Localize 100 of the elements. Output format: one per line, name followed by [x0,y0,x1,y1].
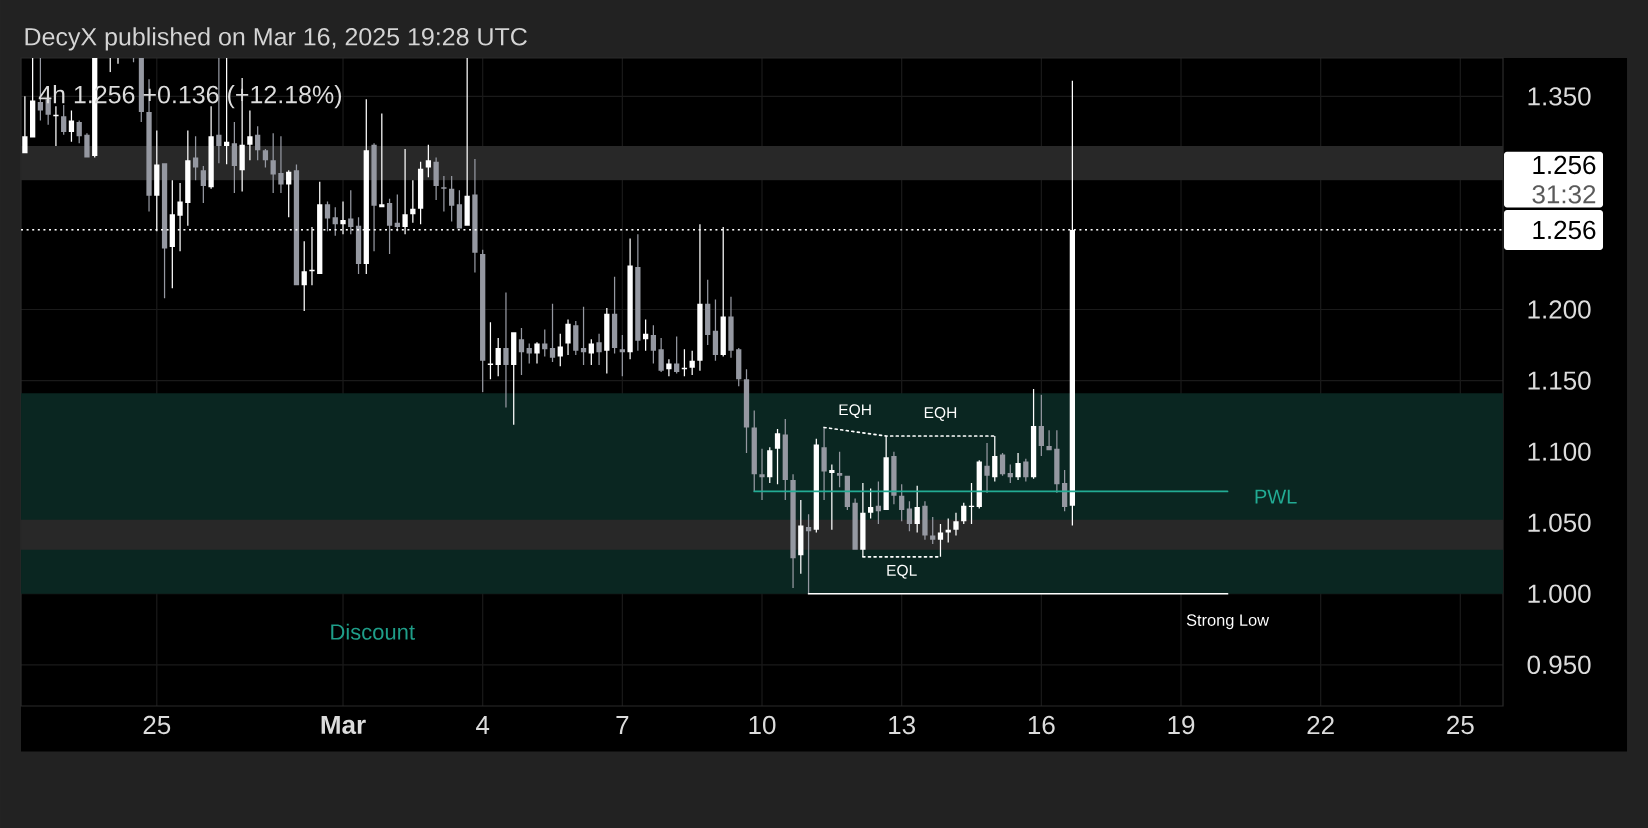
x-tick-label: 16 [1028,715,1055,735]
ref-line-label: 1.256 [1533,220,1596,240]
candlestick [526,343,532,364]
candlestick [743,369,750,454]
candlestick [433,157,439,201]
candlestick [650,325,657,364]
candlestick [84,133,90,158]
candlestick [456,190,463,229]
text: 1.256 [1533,155,1596,175]
candlestick [1023,458,1029,482]
candlestick [30,58,36,138]
candlestick [503,292,509,408]
candlestick [293,164,300,286]
x-tick-label: Mar [321,715,366,735]
candlestick [115,58,121,64]
series-label: EQH [839,404,871,419]
candlestick [324,201,331,232]
candlestick [821,427,827,500]
x-tick-label: 4 [476,716,490,734]
y-tick-label: 1.150 [1528,371,1591,390]
candlestick [813,438,819,533]
x-tick-label: 25 [143,715,171,735]
candlestick [200,165,206,203]
y-tick-label: 1.200 [1528,300,1591,319]
candlestick [961,502,967,525]
candlestick [518,328,525,375]
x-tick-label: 22 [1307,715,1334,735]
y-tick-label: 1.000 [1528,584,1591,603]
candlestick [751,410,757,492]
series-label: Strong Low [1186,614,1270,630]
candlestick [759,448,765,500]
candlestick [906,501,913,532]
candlestick [76,120,82,144]
candlestick [480,249,486,392]
text: 31:32 [1532,185,1596,204]
candlestick [976,460,982,509]
candlestick [270,133,276,193]
y-tick-label: 1.050 [1528,513,1591,532]
candlestick [627,238,633,360]
candlestick [712,299,719,361]
candlestick [914,485,920,533]
y-tick-label: 1.350 [1528,87,1591,106]
candlestick [22,96,28,154]
candlestick [1046,430,1052,451]
candlestick [999,453,1006,476]
candlestick [782,418,788,500]
candlestick [247,110,253,161]
candlestick [945,518,951,543]
candlestick [208,106,214,189]
candlestick [798,499,804,574]
y-tick-label: 1.100 [1528,442,1591,461]
candlestick [1038,394,1044,456]
x-tick-label: 7 [616,716,629,734]
x-tick-label: 25 [1447,715,1474,735]
candlestick [666,359,672,377]
candlestick [61,104,67,135]
candlestick [161,163,168,299]
candlestick [588,339,594,365]
candlestick [844,475,850,510]
candlestick [635,234,641,351]
candlestick [262,148,269,168]
candlestick [371,143,377,252]
candlestick [604,308,610,374]
candlestick [891,451,897,505]
candlestick [658,337,664,373]
candlestick [1015,453,1021,481]
series-label: EQL [887,564,917,579]
candlestick [736,347,742,387]
x-tick-label: 13 [889,715,915,735]
candlestick [984,443,990,493]
candlestick [705,279,711,346]
candlestick [441,175,447,212]
candlestick [922,501,928,540]
candlestick [852,498,858,550]
candlestick [278,136,284,193]
candlestick [953,512,959,536]
candlestick [534,342,540,364]
candlestick [495,337,501,377]
candlestick [449,175,455,222]
candlestick [417,161,424,225]
candlestick [53,106,59,147]
candlestick [790,474,796,589]
candlestick [596,333,602,365]
y-tick-label: 0.950 [1527,655,1591,674]
annotation: EQH [924,407,957,421]
chart-subtitle: DecyX published on Mar 16, 2025 19:28 UTC [25,27,527,51]
candlestick [611,276,618,354]
candlestick [511,332,517,425]
candlestick [1054,430,1060,493]
candlestick [255,126,261,161]
candlestick [930,517,936,544]
candlestick [774,428,781,485]
candlestick [231,121,238,193]
candlestick [573,320,579,355]
candlestick [185,130,191,226]
candlestick [355,217,362,274]
candlestick [386,198,393,255]
candlestick [728,296,734,358]
series-label: PWL [1255,489,1297,504]
x-tick-label: 19 [1168,715,1195,735]
